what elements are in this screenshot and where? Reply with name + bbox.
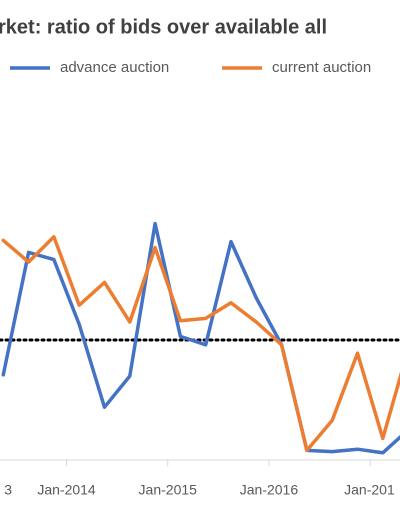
legend-label: advance auction <box>60 59 169 76</box>
data-line <box>1 221 400 455</box>
x-tick-label: Jan-2016 <box>240 482 299 498</box>
data-line <box>1 235 400 453</box>
chart-title: rket: ratio of bids over available all <box>0 16 327 38</box>
x-tick-label: Jan-2014 <box>37 482 96 498</box>
legend-label: current auction <box>272 59 371 76</box>
x-tick-label: 3 <box>4 482 12 498</box>
x-tick-label: Jan-201 <box>344 482 395 498</box>
x-tick-label: Jan-2015 <box>139 482 198 498</box>
